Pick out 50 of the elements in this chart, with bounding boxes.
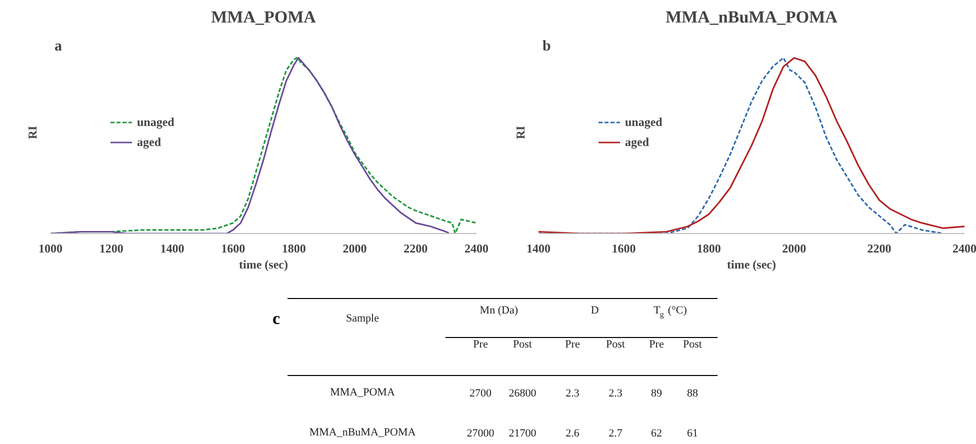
- text: Post: [683, 338, 702, 350]
- x-tick-label: 1400: [526, 242, 550, 256]
- x-axis-title: time (sec): [239, 258, 288, 272]
- data-label: 89: [651, 388, 662, 400]
- data-label: 2.3: [608, 388, 623, 400]
- data-label: 26800: [508, 388, 537, 400]
- text: Pre: [565, 338, 580, 350]
- category-label: MMA_nBuMA_POMA: [309, 426, 416, 438]
- data-label: 21700: [508, 428, 537, 440]
- x-tick-label: 1600: [612, 242, 636, 256]
- data-label: 2700: [470, 388, 492, 400]
- x-tick-label: 1600: [221, 242, 246, 256]
- text: Post: [606, 338, 625, 350]
- x-tick-label: 1400: [160, 242, 184, 256]
- text: c: [272, 309, 280, 328]
- x-tick-label: 2400: [464, 242, 488, 256]
- x-tick-label: 1000: [38, 242, 62, 256]
- y-axis-title: RI: [26, 126, 40, 140]
- x-tick-label: 1800: [696, 242, 721, 256]
- y-axis-title: RI: [514, 126, 528, 140]
- x-tick-label: 1800: [282, 242, 306, 256]
- category-label: MMA_POMA: [330, 386, 395, 398]
- data-label: 2.7: [608, 428, 623, 440]
- data-label: 27000: [466, 428, 495, 440]
- data-label: 2.3: [566, 388, 580, 400]
- x-tick-label: 2200: [404, 242, 428, 256]
- legend-label: aged: [137, 134, 161, 150]
- text: Post: [513, 338, 532, 350]
- text: b: [542, 38, 551, 54]
- legend-label: aged: [625, 134, 649, 150]
- series-label: Pre: [473, 338, 488, 350]
- x-tick-label: 1200: [99, 242, 124, 256]
- chart-title: MMA_nBuMA_POMA: [666, 8, 838, 26]
- chart-title: MMA_POMA: [211, 8, 317, 26]
- text: Sample: [346, 312, 380, 324]
- text: a: [54, 38, 62, 54]
- legend-label: unaged: [137, 114, 174, 130]
- x-tick-label: 2200: [867, 242, 892, 256]
- data-label: 61: [687, 428, 698, 440]
- data-label: 2.6: [566, 428, 580, 440]
- text: Pre: [649, 338, 664, 350]
- data-label: 62: [651, 428, 662, 440]
- x-tick-label: 2000: [342, 242, 367, 256]
- text: Mn (Da): [480, 304, 518, 316]
- data-label: 88: [687, 388, 698, 400]
- x-tick-label: 2000: [782, 242, 806, 256]
- legend-label: unaged: [625, 114, 662, 130]
- text: D: [590, 304, 599, 316]
- x-axis-title: time (sec): [727, 258, 776, 272]
- x-tick-label: 2400: [952, 242, 976, 256]
